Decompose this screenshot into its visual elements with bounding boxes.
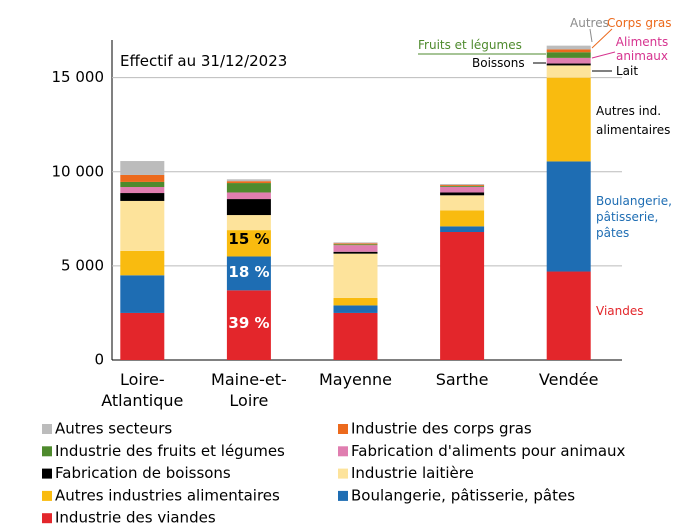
bar-segment (546, 161, 591, 272)
legend-label: Fabrication de boissons (55, 464, 231, 482)
bar-segment (333, 245, 378, 252)
bar-segment (546, 52, 591, 58)
legend-label: Fabrication d'aliments pour animaux (351, 442, 626, 460)
legend-label: Industrie des viandes (55, 509, 216, 527)
bar-segment (333, 253, 378, 298)
bar-segment (120, 181, 165, 188)
legend-swatch (42, 424, 52, 434)
annotation: Autres ind. alimentaires (596, 104, 671, 137)
bar-segment (546, 77, 591, 162)
bar-segment (120, 312, 165, 360)
annotation: Boulangerie, pâtisserie, pâtes (596, 194, 672, 240)
annotation: Autres (570, 16, 609, 30)
annotation: Fruits et légumes (418, 38, 522, 52)
x-tick-label: Sarthe (435, 370, 489, 389)
bar-segment (440, 232, 485, 360)
bar-segment (333, 297, 378, 306)
y-tick-label: 0 (94, 351, 104, 369)
annotation: 39 % (228, 314, 270, 332)
legend-label: Industrie des corps gras (351, 420, 532, 438)
bar-segment (440, 185, 485, 187)
bar-segment (440, 186, 485, 193)
legend-swatch (338, 468, 348, 479)
legend-swatch (42, 468, 52, 479)
bar-segment (440, 210, 485, 227)
bar-segment (440, 184, 485, 185)
leader (589, 28, 593, 43)
legend-swatch (42, 490, 52, 501)
legend-swatch (338, 424, 348, 434)
bar-segment (333, 244, 378, 246)
bar-segment (333, 243, 378, 245)
bar-segment (546, 45, 591, 50)
bar-segment (120, 187, 165, 194)
bar-segment (226, 192, 271, 200)
annotation: Effectif au 31/12/2023 (120, 52, 288, 70)
bar-segment (546, 63, 591, 66)
legend-label: Autres industries alimentaires (55, 486, 280, 504)
bar-segment (333, 312, 378, 360)
x-tick-label: Mayenne (318, 370, 393, 389)
bar-segment (546, 49, 591, 53)
x-tick-label: Maine-et-Loire (211, 370, 287, 410)
x-tick-label: Vendée (538, 370, 599, 389)
bar-segment (546, 57, 591, 64)
bar-segment (226, 179, 271, 182)
y-tick-label: 15 000 (52, 68, 105, 86)
bar-segment (120, 275, 165, 313)
y-tick-label: 10 000 (52, 162, 105, 180)
x-tick-label: Loire-Atlantique (101, 370, 184, 410)
bar-segment (226, 256, 271, 291)
bar-segment (440, 195, 485, 211)
bar-segment (120, 200, 165, 251)
bar-segment (333, 305, 378, 313)
bar-segment (333, 242, 378, 244)
bar-segment (546, 65, 591, 78)
bar-segment (333, 251, 378, 254)
bar-segment (440, 192, 485, 196)
legend-label: Industrie des fruits et légumes (55, 442, 285, 460)
leader (591, 51, 616, 59)
legend-label: Boulangerie, pâtisserie, pâtes (351, 486, 575, 504)
leader (591, 28, 613, 49)
bar-segment (226, 215, 271, 231)
bar-segment (546, 271, 591, 360)
bar-segment (120, 174, 165, 182)
bar-segment (226, 183, 271, 193)
annotation: Corps gras (607, 16, 672, 30)
annotation: Boissons (472, 56, 525, 70)
annotation: 18 % (228, 263, 270, 281)
legend-swatch (338, 490, 348, 501)
legend-swatch (42, 446, 52, 457)
legend-label: Industrie laitière (351, 464, 474, 482)
bar-segment (226, 290, 271, 360)
legend-swatch (42, 513, 52, 524)
bar-segment (440, 184, 485, 186)
annotation: Viandes (596, 304, 644, 318)
bar-segment (120, 161, 165, 175)
bar-segment (120, 250, 165, 276)
annotation: 15 % (228, 230, 270, 248)
bar-segment (440, 226, 485, 232)
annotation: Aliments animaux (615, 35, 669, 63)
annotation: Lait (616, 64, 639, 78)
y-tick-label: 5 000 (61, 256, 104, 274)
bar-segment (226, 230, 271, 257)
bar-segment (226, 199, 271, 216)
legend-swatch (338, 446, 348, 457)
legend-label: Autres secteurs (55, 420, 172, 438)
bar-segment (226, 181, 271, 184)
bar-segment (120, 193, 165, 201)
